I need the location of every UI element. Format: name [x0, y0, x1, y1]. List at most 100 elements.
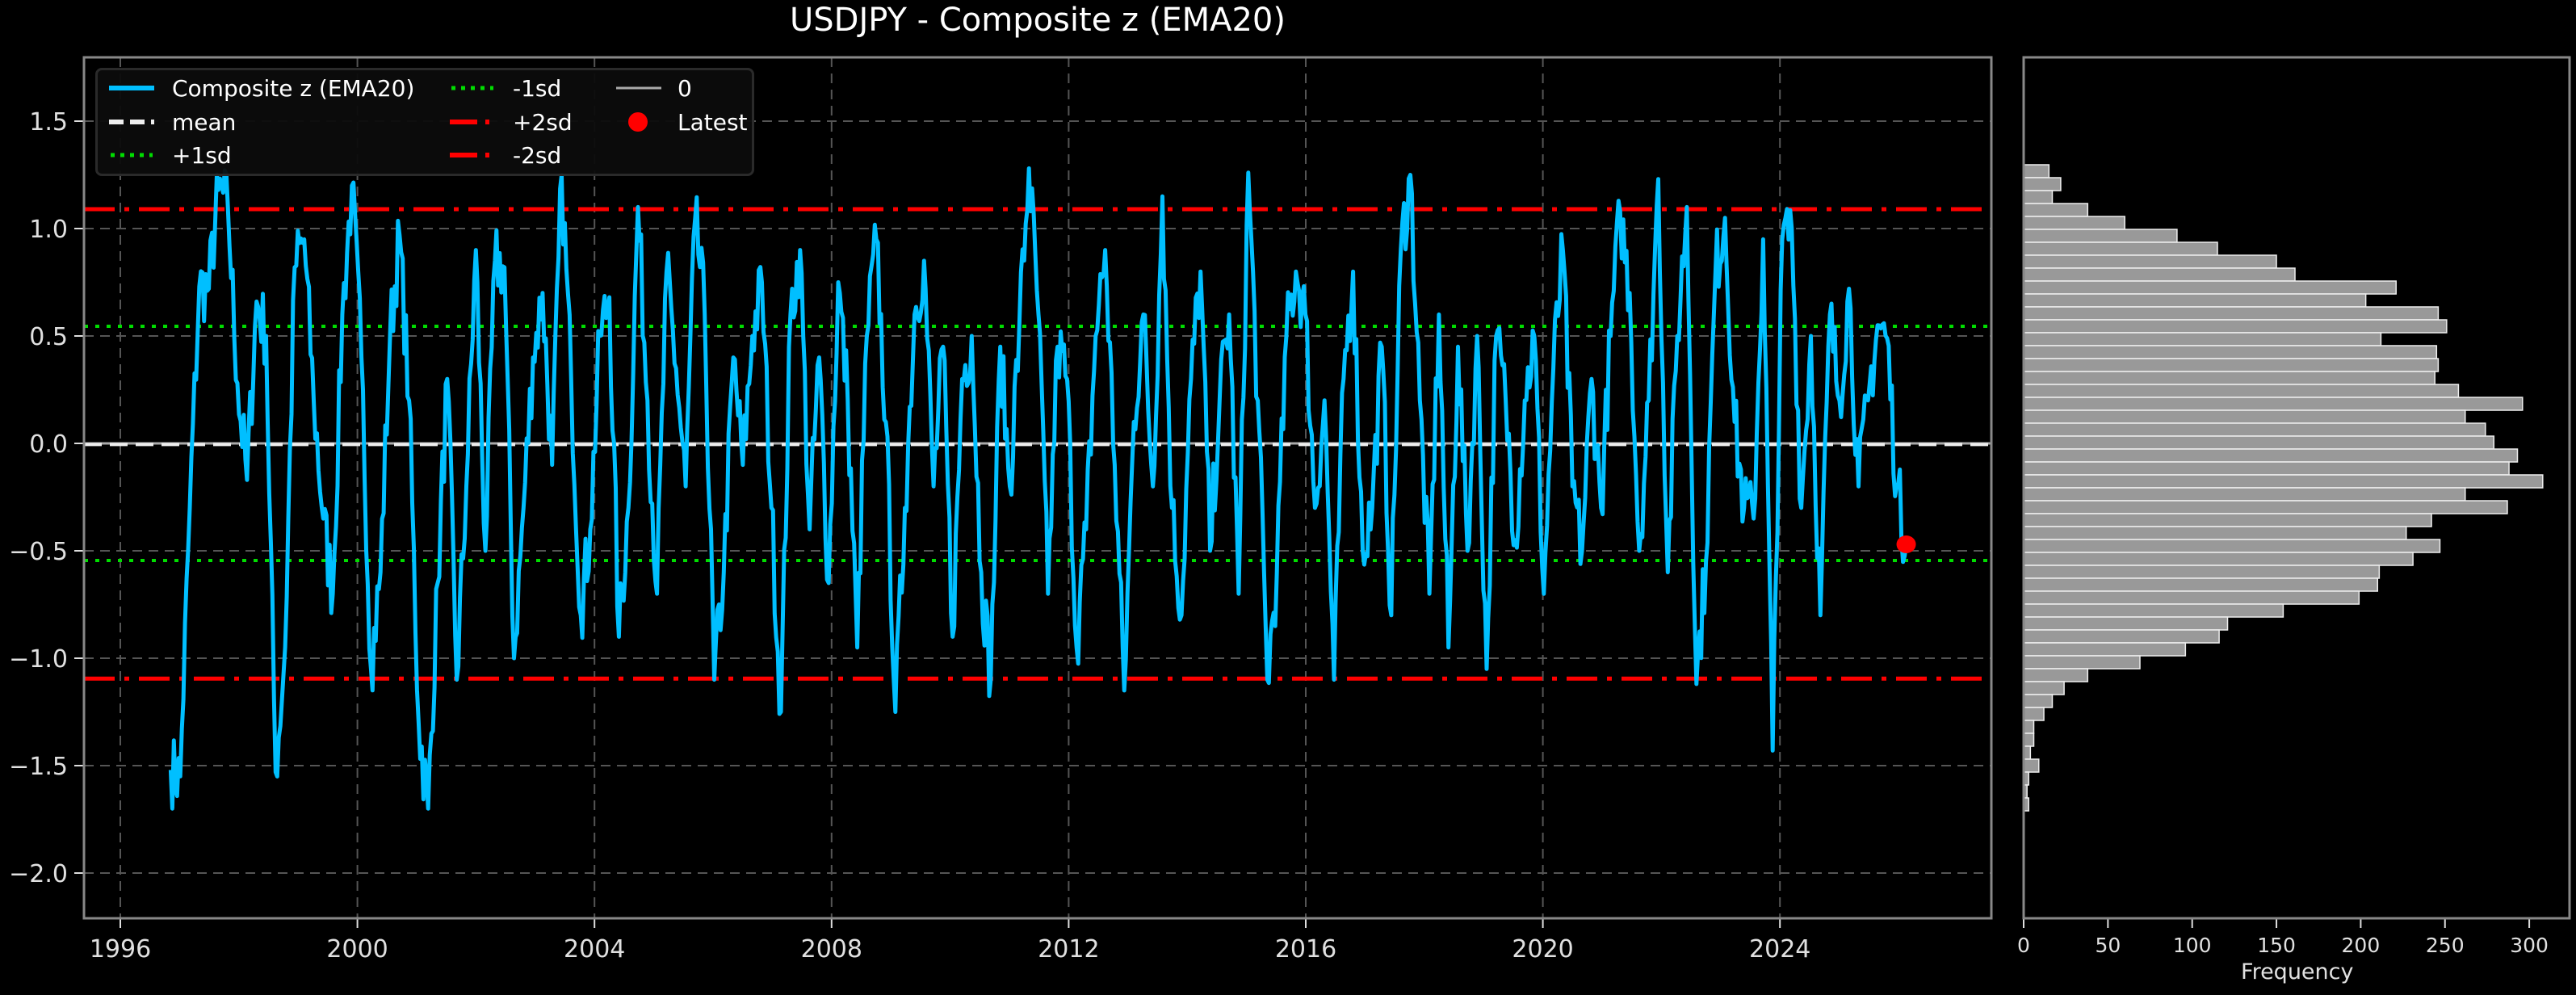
- legend: Composite z (EMA20) mean +1sd -1sd +2sd …: [95, 68, 754, 176]
- histogram-bar: [2023, 616, 2229, 631]
- hist-x-tick-label: 0: [2017, 934, 2030, 957]
- histogram-bar: [2023, 190, 2054, 204]
- composite-z-series: [168, 166, 1908, 811]
- histogram-bar: [2023, 293, 2367, 308]
- histogram-bar: [2023, 500, 2508, 514]
- x-tick-label: 2004: [564, 935, 625, 964]
- legend-label: 0: [678, 74, 692, 102]
- histogram-bar: [2023, 655, 2141, 670]
- histogram-bar: [2023, 280, 2397, 295]
- histogram-bar: [2023, 603, 2284, 618]
- hist-x-tick-label: 150: [2257, 934, 2296, 957]
- histogram-bar: [2023, 590, 2360, 605]
- axes-frame: [82, 56, 1993, 920]
- y-tick-label: −1.5: [9, 753, 68, 781]
- histogram-bar: [2023, 267, 2296, 282]
- y-tick-label: −2.0: [9, 860, 68, 888]
- y-tick-label: −0.5: [9, 538, 68, 566]
- histogram-bar: [2023, 241, 2218, 256]
- histogram-bar: [2023, 694, 2054, 708]
- legend-item-plus1sd: +1sd: [109, 141, 232, 169]
- histogram-bar: [2023, 306, 2440, 321]
- histogram-bar: [2023, 345, 2438, 359]
- legend-dashed-white-icon: [109, 110, 156, 134]
- x-tick-label: 1996: [90, 935, 151, 964]
- x-tick-label: 2000: [326, 935, 388, 964]
- legend-label: +2sd: [513, 108, 573, 136]
- histogram-axes: 0 50 100 150 200 250 300: [2017, 56, 2571, 957]
- legend-red-dot-icon: [615, 110, 661, 134]
- histogram-bar: [2023, 319, 2448, 334]
- legend-label: +1sd: [172, 141, 232, 169]
- histogram-bar: [2023, 629, 2220, 644]
- legend-label: Composite z (EMA20): [172, 74, 415, 102]
- legend-item-zero: 0: [615, 74, 692, 102]
- x-tick-label: 2024: [1749, 935, 1810, 964]
- histogram-bar: [2023, 539, 2441, 553]
- hist-x-tick-label: 200: [2342, 934, 2381, 957]
- legend-solid-blue-icon: [109, 76, 156, 100]
- histogram-bar: [2023, 332, 2382, 346]
- x-tick-label: 2016: [1275, 935, 1336, 964]
- x-tick-label: 2012: [1038, 935, 1099, 964]
- histogram-bar: [2023, 681, 2065, 695]
- histogram-bar: [2023, 513, 2432, 527]
- legend-label: -2sd: [513, 141, 562, 169]
- histogram-bar: [2023, 552, 2414, 566]
- legend-item-mean: mean: [109, 108, 237, 136]
- legend-dotted-green-icon: [109, 143, 156, 167]
- histogram-bar: [2023, 384, 2460, 398]
- y-tick-label: 0.0: [29, 430, 68, 459]
- histogram-bar: [2023, 371, 2435, 385]
- legend-dashdot-red-icon: [450, 143, 497, 167]
- histogram-bar: [2023, 758, 2040, 773]
- legend-item-series: Composite z (EMA20): [109, 74, 415, 102]
- histogram-bar: [2023, 435, 2495, 450]
- legend-dashdot-red-icon: [450, 110, 497, 134]
- hist-x-tick-label: 50: [2095, 934, 2121, 957]
- histogram-bar: [2023, 448, 2519, 463]
- histogram-bar: [2023, 733, 2035, 747]
- histogram-bar: [2023, 397, 2524, 411]
- latest-marker: [1896, 535, 1916, 554]
- histogram-bar: [2023, 474, 2544, 489]
- histogram-bar: [2023, 526, 2407, 540]
- histogram-bar: [2023, 164, 2050, 178]
- legend-dotted-green-icon: [450, 76, 497, 100]
- hist-x-tick-label: 100: [2173, 934, 2212, 957]
- timeseries-axes: 1996 2000 2004 2008 2012 2016 2020 2024 −2.0 −1.5…: [9, 56, 1993, 964]
- hist-x-tick-label: 300: [2510, 934, 2549, 957]
- legend-item-latest: Latest: [615, 108, 748, 136]
- histogram-bar: [2023, 177, 2062, 191]
- chart-title: USDJPY - Composite z (EMA20): [790, 2, 1286, 39]
- histogram-bar: [2023, 577, 2379, 592]
- histogram-bar: [2023, 229, 2178, 243]
- histogram-bar: [2023, 203, 2089, 217]
- histogram-bar: [2023, 254, 2277, 269]
- legend-item-minus2sd: -2sd: [450, 141, 562, 169]
- histogram-bar: [2023, 707, 2045, 721]
- y-tick-label: 1.0: [29, 216, 68, 244]
- hist-x-tick-label: 250: [2426, 934, 2465, 957]
- histogram-bar: [2023, 422, 2486, 437]
- x-tick-label: 2008: [801, 935, 862, 964]
- histogram-frame: [2022, 56, 2571, 920]
- histogram-bar: [2023, 216, 2125, 230]
- legend-label: mean: [172, 108, 237, 136]
- legend-label: -1sd: [513, 74, 562, 102]
- y-tick-label: 0.5: [29, 323, 68, 351]
- histogram-bar: [2023, 565, 2381, 579]
- legend-item-minus1sd: -1sd: [450, 74, 562, 102]
- histogram-bar: [2023, 409, 2466, 424]
- legend-solid-gray-icon: [615, 76, 661, 100]
- histogram-bar: [2023, 668, 2089, 682]
- histogram-bar: [2023, 487, 2466, 502]
- histogram-bar: [2023, 461, 2510, 476]
- legend-label: Latest: [678, 108, 748, 136]
- x-tick-label: 2020: [1512, 935, 1573, 964]
- histogram-xlabel: Frequency: [2241, 959, 2354, 985]
- legend-item-plus2sd: +2sd: [450, 108, 573, 136]
- histogram-bar: [2023, 720, 2035, 734]
- histogram-bar: [2023, 642, 2187, 657]
